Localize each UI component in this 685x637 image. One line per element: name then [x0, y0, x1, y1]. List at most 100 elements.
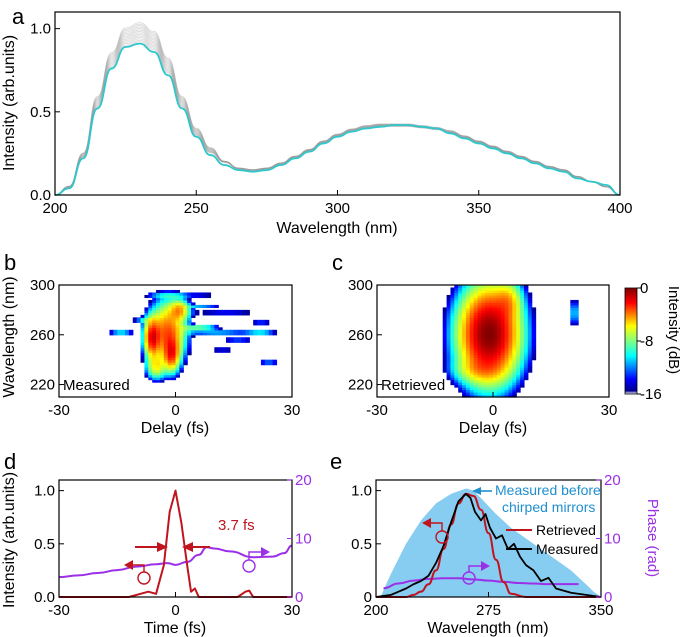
heatmap-cell [179, 354, 184, 358]
heatmap-cell [504, 384, 510, 388]
heatmap-cell [527, 314, 533, 318]
heatmap-cell [175, 294, 180, 299]
heatmap-cell [477, 317, 482, 321]
heatmap-cell [508, 357, 513, 361]
heatmap-cell [156, 307, 161, 311]
heatmap-cell [171, 292, 177, 296]
heatmap-cell [152, 339, 157, 343]
heatmap-cell [496, 322, 502, 326]
heatmap-cell [465, 304, 471, 308]
heatmap-cell [508, 359, 513, 363]
heatmap-cell [485, 367, 490, 371]
heatmap-cell [144, 364, 149, 368]
heatmap-cell [442, 357, 448, 361]
heatmap-cell [531, 314, 537, 318]
heatmap-cell [465, 319, 471, 323]
heatmap-cell [163, 322, 169, 326]
heatmap-cell [516, 324, 521, 328]
heatmap-cell [175, 319, 180, 323]
heatmap-cell [450, 349, 455, 353]
heatmap-cell [152, 302, 157, 306]
heatmap-cell [210, 304, 215, 308]
heatmap-cell [473, 314, 479, 318]
heatmap-cell [477, 304, 482, 308]
heatmap-cell [179, 294, 184, 299]
heatmap-cell [508, 352, 513, 356]
heatmap-cell [159, 367, 165, 371]
heatmap-cell [489, 364, 494, 368]
heatmap-cell [493, 344, 498, 348]
heatmap-cell [504, 374, 510, 378]
heatmap-cell [148, 304, 153, 308]
heatmap-cell [148, 357, 153, 361]
heatmap-cell [458, 327, 463, 331]
heatmap-cell [504, 307, 510, 311]
heatmap-cell [504, 372, 510, 376]
heatmap-cell [148, 292, 153, 296]
heatmap-cell [500, 342, 506, 346]
heatmap-cell [462, 304, 467, 308]
heatmap-cell [206, 304, 212, 308]
heatmap-cell [450, 374, 455, 378]
heatmap-cell [496, 387, 502, 391]
heatmap-cell [175, 334, 180, 338]
heatmap-cell [520, 312, 525, 316]
heatmap-cell [446, 374, 452, 378]
heatmap-cell [156, 342, 161, 346]
heatmap-cell [140, 342, 146, 346]
heatmap-cell [152, 334, 157, 338]
heatmap-cell [148, 362, 153, 366]
heatmap-cell [520, 289, 525, 294]
heatmap-cell [485, 387, 490, 391]
heatmap-cell [469, 302, 475, 306]
heatmap-cell [218, 309, 223, 313]
heatmap-cell [496, 339, 502, 343]
heatmap-cell [512, 289, 517, 294]
heatmap-cell [159, 294, 165, 299]
heatmap-cell [516, 334, 521, 338]
heatmap-cell [458, 289, 463, 294]
heatmap-cell [156, 309, 161, 313]
x-tick-label: 0 [171, 602, 179, 619]
heatmap-cell [465, 394, 471, 398]
heatmap-cell [516, 287, 521, 291]
heatmap-cell [527, 369, 533, 373]
heatmap-cell [171, 302, 177, 306]
panel-e-axis-indicators [422, 518, 490, 585]
heatmap-cell [481, 337, 486, 341]
heatmap-cell [496, 372, 502, 376]
heatmap-cell [465, 334, 471, 338]
heatmap-cell [144, 374, 149, 378]
heatmap-cell [496, 285, 502, 289]
heatmap-cell [148, 332, 153, 336]
heatmap-cell [171, 339, 177, 343]
heatmap-cell [163, 332, 169, 336]
heatmap-cell [144, 349, 149, 353]
heatmap-cell [500, 329, 506, 333]
panel-d-xlabel: Time (fs) [144, 620, 207, 637]
heatmap-cell [473, 387, 479, 391]
heatmap-cell [156, 357, 161, 361]
colorbar-tick-label: 0 [640, 280, 648, 297]
heatmap-cell [229, 332, 235, 336]
heatmap-cell [450, 382, 455, 386]
heatmap-cell [496, 334, 502, 338]
heatmap-cell [508, 342, 513, 346]
heatmap-cell [462, 357, 467, 361]
heatmap-cell [485, 347, 490, 351]
heatmap-cell [489, 374, 494, 378]
heatmap-cell [210, 332, 215, 336]
heatmap-cell [171, 349, 177, 353]
heatmap-cell [152, 329, 157, 333]
panel-e-y-ticks: 00.51.0 [351, 483, 381, 606]
x-tick-label: -30 [48, 602, 70, 619]
heatmap-cell [493, 309, 498, 313]
heatmap-cell [504, 339, 510, 343]
heatmap-cell [469, 367, 475, 371]
heatmap-cell [152, 299, 157, 304]
heatmap-cell [512, 314, 517, 318]
heatmap-cell [194, 332, 200, 336]
heatmap-cell [159, 344, 165, 348]
heatmap-cell [485, 324, 490, 328]
